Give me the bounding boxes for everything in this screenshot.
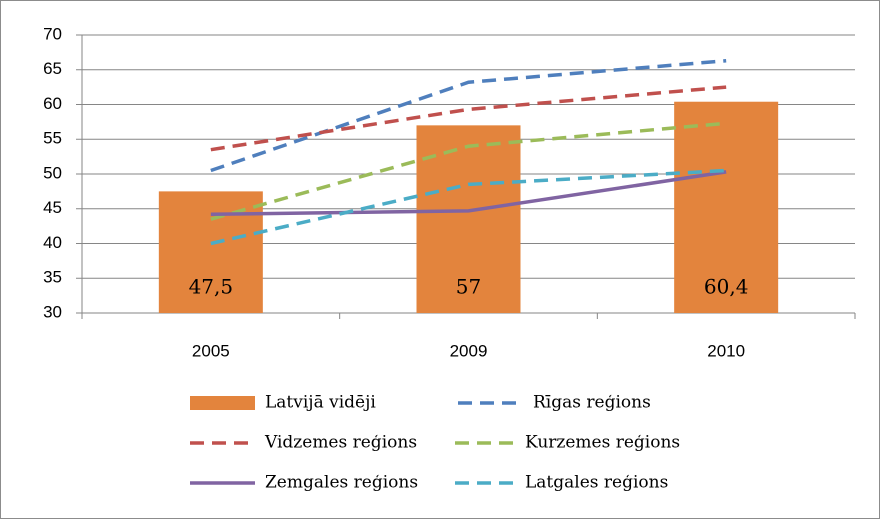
data-label: 57: [456, 275, 481, 299]
legend-label: Latvijā vidēji: [265, 393, 376, 413]
line: [210, 170, 727, 217]
y-tick-label: 55: [43, 129, 62, 148]
x-tick-label: 2010: [707, 341, 745, 360]
data-label: 47,5: [189, 275, 234, 299]
line: [210, 121, 727, 221]
legend-swatch: [190, 396, 255, 410]
y-tick-label: 50: [43, 163, 62, 182]
line: [210, 168, 727, 246]
legend-label: Latgales reģions: [525, 473, 668, 493]
y-tick-label: 60: [43, 94, 62, 113]
y-tick-label: 65: [43, 59, 62, 78]
x-tick-label: 2005: [192, 341, 230, 360]
bar: [158, 191, 263, 313]
y-tick-label: 45: [43, 198, 62, 217]
data-label: 60,4: [704, 275, 749, 299]
y-tick-label: 70: [43, 24, 62, 43]
y-tick-label: 35: [43, 268, 62, 287]
legend-label: Rīgas reģions: [533, 393, 651, 413]
legend-label: Zemgales reģions: [265, 473, 418, 493]
line: [210, 58, 727, 173]
bar: [674, 101, 779, 313]
x-tick-label: 2009: [450, 341, 488, 360]
legend-label: Kurzemes reģions: [525, 433, 680, 453]
legend-label: Vidzemes reģions: [264, 433, 417, 453]
y-tick-label: 30: [43, 302, 62, 321]
y-tick-label: 40: [43, 233, 62, 252]
